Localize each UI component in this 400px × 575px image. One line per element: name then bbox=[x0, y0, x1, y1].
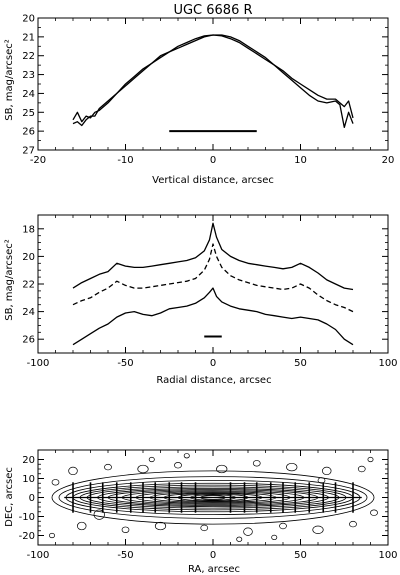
y-tick-label: 24 bbox=[22, 307, 35, 318]
noise-contour bbox=[104, 463, 112, 471]
noise-contour bbox=[317, 477, 326, 484]
noise-contour bbox=[183, 453, 190, 459]
y-tick-label: 21 bbox=[22, 32, 35, 43]
series-line-3 bbox=[72, 287, 354, 346]
y-tick-label: -20 bbox=[19, 531, 35, 542]
x-tick-label: 50 bbox=[294, 358, 307, 369]
y-tick-label: 18 bbox=[22, 224, 35, 235]
noise-contour bbox=[236, 536, 243, 542]
x-tick-label: -100 bbox=[27, 550, 50, 561]
x-tick-label: -10 bbox=[117, 155, 133, 166]
x-axis-label: Radial distance, arcsec bbox=[156, 375, 271, 386]
x-tick-label: 50 bbox=[294, 550, 307, 561]
series-line-2 bbox=[72, 243, 354, 313]
noise-contour bbox=[286, 462, 298, 472]
x-tick-label: 100 bbox=[378, 550, 397, 561]
noise-contour bbox=[357, 465, 366, 473]
noise-contour bbox=[51, 479, 60, 486]
noise-contour bbox=[49, 532, 55, 539]
noise-contour bbox=[148, 456, 155, 463]
contour-group bbox=[49, 453, 378, 542]
noise-contour bbox=[154, 521, 167, 531]
contour-line bbox=[58, 476, 368, 519]
contour-line bbox=[51, 470, 375, 525]
panel-radial-profile: -100 -50 0 50 100 18 20 22 24 26 Radial distance,… bbox=[4, 214, 398, 386]
x-tick-label: -50 bbox=[117, 358, 133, 369]
axes: -20 -10 0 10 20 20 21 22 23 24 25 26 27 bbox=[22, 14, 394, 167]
noise-contour bbox=[216, 464, 228, 474]
x-tick-label: 0 bbox=[210, 155, 216, 166]
noise-contour bbox=[252, 460, 261, 467]
x-tick-label: 20 bbox=[382, 155, 395, 166]
x-tick-label: 0 bbox=[210, 358, 216, 369]
x-tick-label: -50 bbox=[117, 550, 133, 561]
x-tick-label: 10 bbox=[294, 155, 307, 166]
noise-contour bbox=[243, 527, 253, 536]
noise-contour bbox=[174, 462, 182, 469]
noise-contour bbox=[271, 534, 278, 541]
y-tick-label: 25 bbox=[22, 108, 35, 119]
x-tick-label: 0 bbox=[210, 550, 216, 561]
noise-contour bbox=[279, 522, 287, 530]
noise-contour bbox=[322, 466, 332, 476]
series-line-1 bbox=[72, 34, 354, 123]
noise-contour bbox=[77, 521, 87, 531]
x-tick-label: -100 bbox=[27, 358, 50, 369]
series-line-1 bbox=[72, 222, 354, 291]
x-tick-label: -20 bbox=[30, 155, 46, 166]
y-tick-label: 20 bbox=[22, 252, 35, 263]
series-group bbox=[72, 34, 354, 133]
x-axis-label: Vertical distance, arcsec bbox=[152, 175, 274, 186]
y-tick-label: 20 bbox=[22, 14, 35, 25]
noise-contour bbox=[349, 520, 357, 528]
noise-contour bbox=[68, 466, 78, 476]
y-tick-label: 10 bbox=[22, 474, 35, 485]
noise-contour bbox=[312, 525, 324, 534]
y-tick-label: 26 bbox=[22, 127, 35, 138]
axes: -100 -50 0 50 100 18 20 22 24 26 bbox=[22, 214, 398, 369]
y-tick-label: 23 bbox=[22, 70, 35, 81]
noise-contour bbox=[93, 509, 105, 520]
noise-contour bbox=[121, 526, 130, 534]
noise-contour bbox=[367, 456, 374, 463]
y-tick-label: 24 bbox=[22, 89, 35, 100]
chart-title: UGC 6686 R bbox=[173, 3, 252, 18]
noise-contour bbox=[370, 509, 378, 516]
series-group bbox=[72, 222, 354, 346]
x-axis-label: RA, arcsec bbox=[188, 564, 240, 575]
y-tick-label: -10 bbox=[19, 512, 35, 523]
y-tick-label: 20 bbox=[22, 455, 35, 466]
y-tick-label: 22 bbox=[22, 51, 35, 62]
y-tick-label: 22 bbox=[22, 280, 35, 291]
noise-contour bbox=[137, 464, 149, 474]
panel-vertical-profile: UGC 6686 R -20 -10 0 10 20 20 21 22 23 24 25 26 27 V… bbox=[4, 3, 394, 186]
y-axis-label: SB, mag/arcsec² bbox=[4, 39, 15, 121]
y-tick-label: 27 bbox=[22, 146, 35, 157]
noise-contour bbox=[200, 524, 209, 532]
y-tick-label: 26 bbox=[22, 335, 35, 346]
y-axis-label: SB, mag/arcsec² bbox=[4, 239, 15, 321]
series-line-2 bbox=[72, 34, 354, 129]
y-axis-label: DEC, arcsec bbox=[4, 467, 15, 527]
x-tick-label: 100 bbox=[378, 358, 397, 369]
y-tick-label: 0 bbox=[29, 493, 35, 504]
